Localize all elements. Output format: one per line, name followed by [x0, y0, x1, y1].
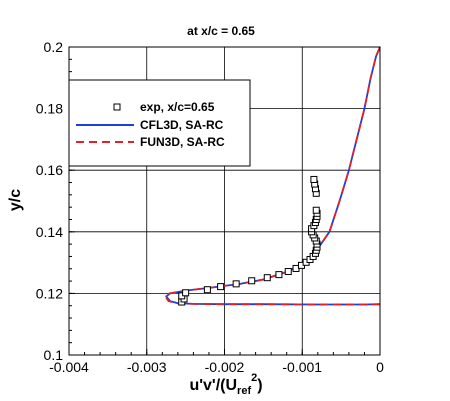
legend-label-cfl3d: CFL3D, SA-RC: [140, 118, 224, 132]
x-axis-label-main: u'v'/(U: [189, 377, 237, 394]
x-axis-label-sup: 2: [251, 372, 257, 384]
exp-data-point: [248, 277, 256, 285]
exp-data-point: [217, 283, 225, 291]
exp-data-point: [203, 286, 211, 294]
x-tick-label: -0.001: [282, 359, 322, 375]
y-axis-label: y/c: [7, 189, 24, 211]
exp-data-point: [284, 268, 292, 276]
series-layer: [164, 46, 381, 306]
x-axis-label-sub: ref: [237, 385, 251, 397]
x-tick-label: 0: [376, 359, 384, 375]
legend-label-fun3d: FUN3D, SA-RC: [140, 135, 225, 149]
x-axis-label: u'v'/(Uref2): [189, 372, 262, 397]
x-tick-label: -0.002: [205, 359, 245, 375]
x-axis-label-end: ): [257, 377, 262, 394]
exp-data-point: [275, 271, 283, 279]
exp-data-point: [312, 206, 320, 214]
legend-label-exp: exp, x/c=0.65: [140, 100, 215, 114]
legend-box: [68, 79, 251, 167]
y-tick-label: 0.16: [36, 162, 63, 178]
y-tick-label: 0.18: [36, 101, 63, 117]
y-tick-label: 0.2: [44, 39, 64, 55]
legend-marker-exp: [113, 103, 121, 111]
y-tick-label: 0.14: [36, 224, 63, 240]
y-tick-label: 0.1: [44, 347, 64, 363]
x-tick-label: -0.003: [127, 359, 167, 375]
legend: exp, x/c=0.65 CFL3D, SA-RC FUN3D, SA-RC: [68, 79, 251, 167]
exp-data-point: [182, 289, 190, 297]
chart-title: at x/c = 0.65: [187, 24, 255, 38]
exp-data-point: [263, 274, 271, 282]
y-tick-label: 0.12: [36, 285, 63, 301]
x-tick-label: -0.004: [49, 359, 89, 375]
exp-data-point: [232, 280, 240, 288]
exp-data-point: [310, 175, 318, 183]
